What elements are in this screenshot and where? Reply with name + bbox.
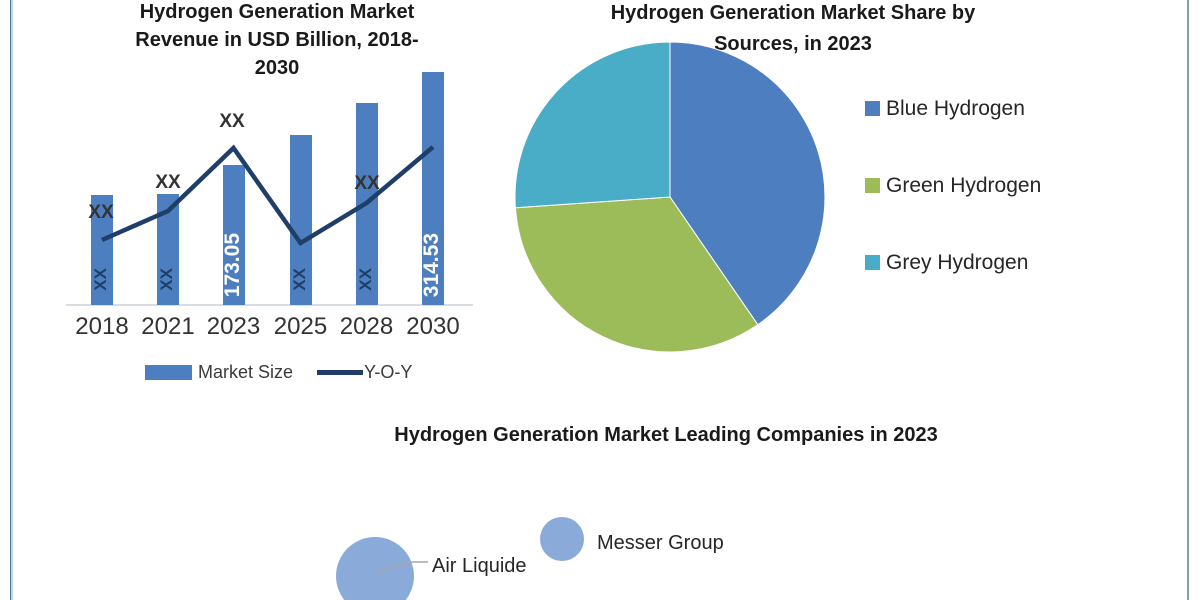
x-axis-label-2030: 2030 — [406, 313, 460, 340]
pie-legend-label-blue-hydrogen: Blue Hydrogen — [886, 97, 1025, 120]
pie-slice-green-hydrogen — [514, 196, 759, 353]
yoy-point-label-2028: XX — [354, 173, 380, 194]
pie-chart-title-line1: Hydrogen Generation Market Share by — [610, 2, 976, 24]
x-axis-line — [66, 304, 473, 306]
bar-value-label-2030: 314.53 — [420, 232, 443, 297]
page-right-border — [1187, 0, 1189, 600]
pie-legend-label-green-hydrogen: Green Hydrogen — [886, 174, 1042, 197]
revenue-chart-title: Hydrogen Generation Market Revenue in US… — [107, 0, 447, 82]
revenue-chart-title-line2: Revenue in USD Billion, 2018- — [135, 29, 419, 51]
x-axis-label-2023: 2023 — [206, 313, 261, 340]
pie-legend-swatch-green-hydrogen — [865, 178, 880, 193]
bar-value-label-2025: XX — [289, 268, 309, 291]
pie-chart-title-line2: Sources, in 2023 — [714, 33, 872, 55]
yoy-point-label-2018: XX — [88, 202, 114, 223]
pie-legend-swatch-grey-hydrogen — [865, 255, 880, 270]
bar-value-label-2028: XX — [355, 268, 375, 291]
pie-slice-blue-hydrogen — [669, 41, 826, 326]
pie-chart-title: Hydrogen Generation Market Share by Sour… — [593, 0, 993, 60]
pie-legend-swatch-blue-hydrogen — [865, 101, 880, 116]
bubble-label-air-liquide: Air Liquide — [432, 555, 527, 577]
legend-market-size-swatch — [145, 365, 192, 380]
yoy-line — [101, 144, 435, 247]
yoy-point-label-2023: XX — [219, 111, 245, 132]
legend-market-size-label: Market Size — [198, 362, 294, 382]
x-axis-label-2021: 2021 — [141, 313, 195, 340]
page-left-border — [10, 0, 13, 600]
revenue-chart-title-line1: Hydrogen Generation Market — [139, 1, 415, 23]
bar-value-label-2021: XX — [157, 268, 176, 291]
revenue-chart-title-line3: 2030 — [254, 57, 300, 79]
yoy-point-label-2021: XX — [155, 172, 181, 193]
bubble-chart-title: Hydrogen Generation Market Leading Compa… — [394, 424, 938, 446]
bubble-label-messer-group: Messer Group — [597, 532, 724, 554]
bar-value-label-2018: XX — [91, 268, 110, 291]
x-axis-label-2018: 2018 — [75, 313, 129, 340]
x-axis-label-2028: 2028 — [339, 313, 394, 340]
x-axis-label-2025: 2025 — [273, 313, 328, 340]
legend-yoy-swatch — [317, 370, 363, 375]
legend-yoy-label: Y-O-Y — [364, 362, 413, 382]
pie-slice-grey-hydrogen — [514, 41, 671, 209]
bar-value-label-2023: 173.05 — [220, 232, 244, 297]
bubble-air-liquide — [336, 537, 414, 600]
bubble-messer-group — [540, 517, 584, 561]
pie-legend-label-grey-hydrogen: Grey Hydrogen — [886, 251, 1029, 274]
air-liquide-leader-line — [376, 561, 428, 573]
